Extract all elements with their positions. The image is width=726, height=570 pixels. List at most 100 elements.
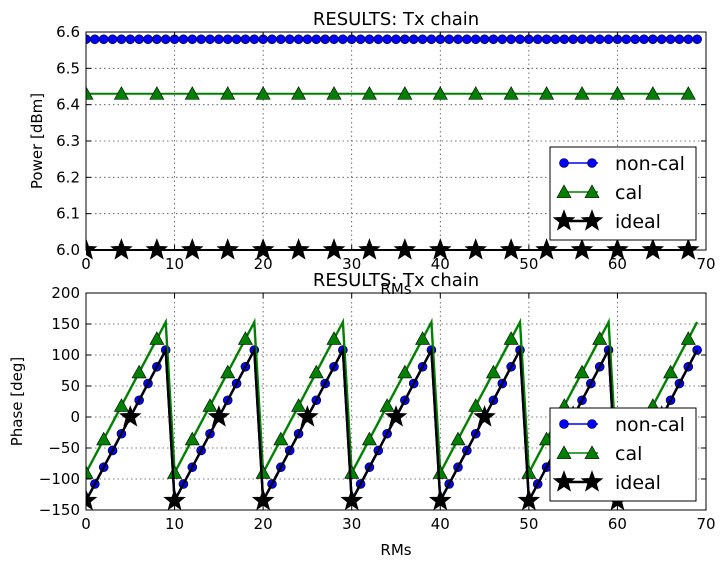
y-tick-label: −150 [39, 501, 80, 519]
data-point [329, 34, 339, 45]
data-point [322, 238, 346, 260]
data-point [550, 34, 561, 45]
data-point [86, 488, 98, 511]
data-point [397, 86, 413, 100]
x-tick-label: 40 [431, 515, 450, 533]
data-point [641, 238, 665, 260]
data-point [594, 34, 605, 45]
data-point [473, 405, 496, 427]
data-point [400, 34, 410, 45]
data-point [397, 364, 413, 379]
data-point [118, 405, 142, 427]
data-point [645, 86, 661, 100]
x-tick-label: 50 [519, 515, 538, 533]
data-point [220, 364, 236, 379]
data-point [415, 331, 431, 345]
y-tick-label: −100 [39, 470, 80, 488]
y-tick-label: 6.1 [56, 205, 80, 223]
data-point [586, 34, 596, 45]
data-point [462, 34, 472, 45]
data-point [450, 431, 466, 446]
y-tick-label: 200 [51, 284, 80, 302]
data-point [676, 238, 700, 260]
data-point [521, 465, 537, 479]
data-point [178, 34, 189, 45]
data-point [499, 238, 523, 260]
x-tick-label: 0 [81, 515, 91, 533]
data-point [630, 34, 640, 45]
data-point [90, 34, 100, 45]
legend-label: non-cal [615, 153, 685, 175]
x-tick-label: 60 [608, 255, 627, 273]
data-point [255, 86, 271, 100]
legend-marker [584, 445, 600, 459]
data-point [276, 34, 286, 45]
data-point [674, 34, 685, 45]
data-point [379, 398, 395, 412]
legend-marker [587, 158, 597, 168]
data-point [574, 364, 590, 379]
data-point [326, 86, 342, 100]
x-tick-label: 0 [81, 255, 91, 273]
data-point [468, 398, 484, 412]
data-point [143, 34, 153, 45]
data-point [293, 34, 304, 45]
data-point [656, 34, 667, 45]
y-tick-label: 100 [51, 346, 80, 364]
data-point [291, 398, 307, 412]
x-tick-label: 10 [165, 515, 184, 533]
data-point [267, 34, 277, 45]
data-point [231, 34, 242, 45]
data-point [361, 431, 377, 446]
data-point [603, 34, 614, 45]
x-axis-label: RMs [380, 541, 411, 559]
x-tick-label: 70 [696, 255, 715, 273]
data-point [568, 34, 578, 45]
data-point [408, 34, 419, 45]
data-point [167, 465, 183, 479]
data-point [184, 86, 200, 100]
y-tick-label: 6.0 [56, 241, 80, 259]
data-point [311, 34, 322, 45]
data-point [110, 238, 133, 260]
series-line [86, 317, 699, 478]
data-point [506, 34, 516, 45]
data-point [113, 86, 129, 100]
data-point [541, 34, 552, 45]
data-point [187, 34, 198, 45]
legend-marker [587, 419, 597, 429]
y-tick-label: 6.3 [56, 132, 80, 150]
legend-label: cal [615, 182, 642, 204]
data-point [240, 34, 251, 45]
data-point [358, 238, 381, 260]
data-point [107, 34, 118, 45]
data-point [361, 86, 377, 100]
data-point [134, 34, 144, 45]
data-point [291, 86, 307, 100]
legend-label: non-cal [615, 414, 685, 436]
legend-marker [559, 419, 569, 429]
data-point [255, 465, 271, 479]
data-point [180, 238, 204, 260]
legend-marker [552, 209, 576, 231]
y-tick-label: 50 [61, 377, 80, 395]
data-point [577, 34, 587, 45]
data-point [273, 431, 289, 446]
data-point [149, 331, 165, 345]
series-non-cal [86, 34, 702, 45]
plot-frame [85, 292, 707, 511]
data-point [296, 405, 319, 427]
data-point [609, 86, 625, 100]
legend: non-cal cal ideal [549, 146, 697, 241]
y-axis-label: Phase [deg] [8, 357, 26, 447]
data-point [220, 86, 236, 100]
y-tick-label: 0 [70, 408, 80, 426]
data-point [113, 398, 129, 412]
power-chart: 0 10 20 30 40 50 60 70 6.0 6.1 6.2 6.3 6.4 6.5 6.6 RESU… [28, 9, 716, 298]
data-point [574, 86, 590, 100]
legend: non-cal cal ideal [549, 407, 697, 502]
data-point [205, 34, 215, 45]
data-point [468, 86, 484, 100]
legend-label: ideal [615, 472, 661, 494]
x-tick-label: 70 [696, 515, 715, 533]
